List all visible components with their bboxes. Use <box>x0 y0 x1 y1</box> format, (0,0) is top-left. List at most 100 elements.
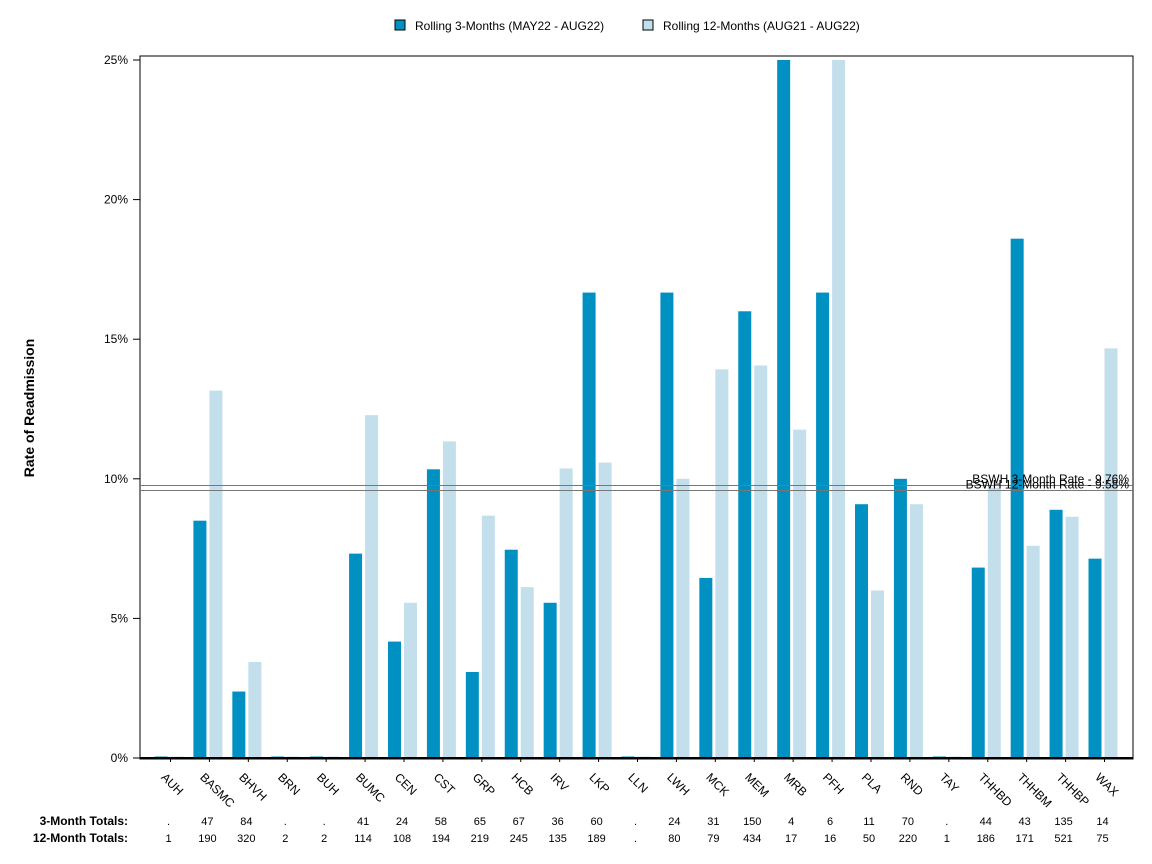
total-12month-thhbp: 521 <box>1054 833 1072 845</box>
total-3month-basmc: 47 <box>201 816 213 828</box>
bar-12month-mck <box>715 369 729 758</box>
bar-3month-thhbm <box>1010 238 1024 759</box>
y-axis-title: Rate of Readmission <box>21 339 37 477</box>
reference-lines: BSWH 3-Month Rate - 9.76%BSWH 12-Month R… <box>140 472 1133 492</box>
legend-label-12month: Rolling 12-Months (AUG21 - AUG22) <box>663 19 860 33</box>
bar-3month-lwh <box>660 292 674 758</box>
total-3month-lwh: 24 <box>668 816 680 828</box>
x-tick-label-hcb: HCB <box>509 770 537 798</box>
y-tick-label: 15% <box>104 332 128 346</box>
x-tick-label-thhbm: THHBM <box>1015 770 1055 810</box>
total-3month-lln: . <box>634 816 637 828</box>
bar-12month-wax <box>1104 348 1118 758</box>
totals-12month-label: 12-Month Totals: <box>33 831 128 845</box>
total-12month-basmc: 190 <box>198 833 216 845</box>
total-12month-hcb: 245 <box>510 833 528 845</box>
total-12month-mck: 79 <box>707 833 719 845</box>
bar-3month-lkp <box>582 292 596 758</box>
total-12month-mrb: 17 <box>785 833 797 845</box>
total-3month-cen: 24 <box>396 816 408 828</box>
x-tick-label-wax: WAX <box>1092 770 1121 799</box>
bar-12month-pfh <box>832 60 846 758</box>
y-tick-label: 0% <box>111 751 129 765</box>
x-tick-label-bhvh: BHVH <box>236 770 269 803</box>
bar-12month-grp <box>481 515 495 758</box>
total-12month-pla: 50 <box>863 833 875 845</box>
bar-12month-rnd <box>909 504 923 758</box>
legend-swatch-12month <box>642 19 654 31</box>
x-tick-label-thhbp: THHBP <box>1053 770 1092 809</box>
total-3month-pfh: 6 <box>827 816 833 828</box>
bar-3month-wax <box>1088 558 1102 758</box>
total-12month-cst: 194 <box>432 833 450 845</box>
bar-12month-mem <box>754 365 768 758</box>
x-tick-label-tay: TAY <box>937 770 962 795</box>
bar-3month-pfh <box>816 292 830 758</box>
x-tick-label-lkp: LKP <box>586 770 612 796</box>
bar-12month-cen <box>404 602 417 758</box>
legend-label-3month: Rolling 3-Months (MAY22 - AUG22) <box>415 19 604 33</box>
x-tick-label-mem: MEM <box>742 770 772 800</box>
total-3month-wax: 14 <box>1096 816 1108 828</box>
x-tick-label-mck: MCK <box>703 770 732 799</box>
total-3month-thhbm: 43 <box>1019 816 1031 828</box>
bar-3month-mrb <box>777 60 791 758</box>
total-3month-irv: 36 <box>552 816 564 828</box>
y-tick-label: 5% <box>111 611 129 625</box>
bar-3month-mem <box>738 311 752 758</box>
legend-swatch-3month <box>394 19 406 31</box>
bar-3month-cen <box>388 641 401 758</box>
total-3month-hcb: 67 <box>513 816 525 828</box>
y-tick-label: 20% <box>104 193 128 207</box>
bar-12month-lwh <box>676 478 690 758</box>
x-tick-label-pfh: PFH <box>820 770 847 797</box>
bar-3month-bumc <box>349 553 363 758</box>
total-12month-thhbd: 186 <box>977 833 995 845</box>
bar-12month-lkp <box>598 462 612 758</box>
total-12month-grp: 219 <box>471 833 489 845</box>
x-tick-label-pla: PLA <box>859 770 885 796</box>
bar-3month-rnd <box>893 478 907 758</box>
totals-3month-label: 3-Month Totals: <box>40 814 128 828</box>
x-tick-label-auh: AUH <box>158 770 186 798</box>
total-12month-tay: 1 <box>944 833 950 845</box>
bar-12month-cst <box>442 441 456 758</box>
bars <box>154 60 1118 759</box>
total-12month-auh: 1 <box>165 833 171 845</box>
x-tick-label-cen: CEN <box>392 770 420 798</box>
total-3month-thhbd: 44 <box>980 816 992 828</box>
total-3month-mck: 31 <box>707 816 719 828</box>
total-12month-bhvh: 320 <box>237 833 255 845</box>
bar-3month-grp <box>465 672 479 758</box>
bar-3month-bhvh <box>232 691 246 758</box>
total-3month-buh: . <box>323 816 326 828</box>
total-12month-lln: . <box>634 833 637 845</box>
x-tick-label-grp: GRP <box>470 770 498 798</box>
total-12month-mem: 434 <box>743 833 761 845</box>
total-12month-brn: 2 <box>282 833 288 845</box>
total-12month-cen: 108 <box>393 833 411 845</box>
bar-3month-thhbp <box>1049 509 1063 758</box>
bar-3month-hcb <box>504 549 518 758</box>
total-12month-lkp: 189 <box>587 833 605 845</box>
x-tick-label-thhbd: THHBD <box>976 770 1015 809</box>
x-tick-label-lln: LLN <box>625 770 650 795</box>
bar-3month-thhbd <box>971 567 985 758</box>
total-12month-lwh: 80 <box>668 833 680 845</box>
x-tick-label-lwh: LWH <box>664 770 692 798</box>
x-tick-label-bumc: BUMC <box>353 770 388 805</box>
reference-line-label-1: BSWH 12-Month Rate - 9.58% <box>966 478 1130 492</box>
x-tick-label-irv: IRV <box>548 770 572 794</box>
total-3month-lkp: 60 <box>590 816 602 828</box>
total-12month-thhbm: 171 <box>1015 833 1033 845</box>
total-3month-tay: . <box>945 816 948 828</box>
legend: Rolling 3-Months (MAY22 - AUG22) Rolling… <box>394 19 860 33</box>
total-3month-pla: 11 <box>863 816 874 828</box>
bar-3month-irv <box>543 602 557 758</box>
total-12month-irv: 135 <box>548 833 566 845</box>
total-3month-rnd: 70 <box>902 816 914 828</box>
y-tick-label: 25% <box>104 53 128 67</box>
total-3month-mem: 150 <box>743 816 761 828</box>
